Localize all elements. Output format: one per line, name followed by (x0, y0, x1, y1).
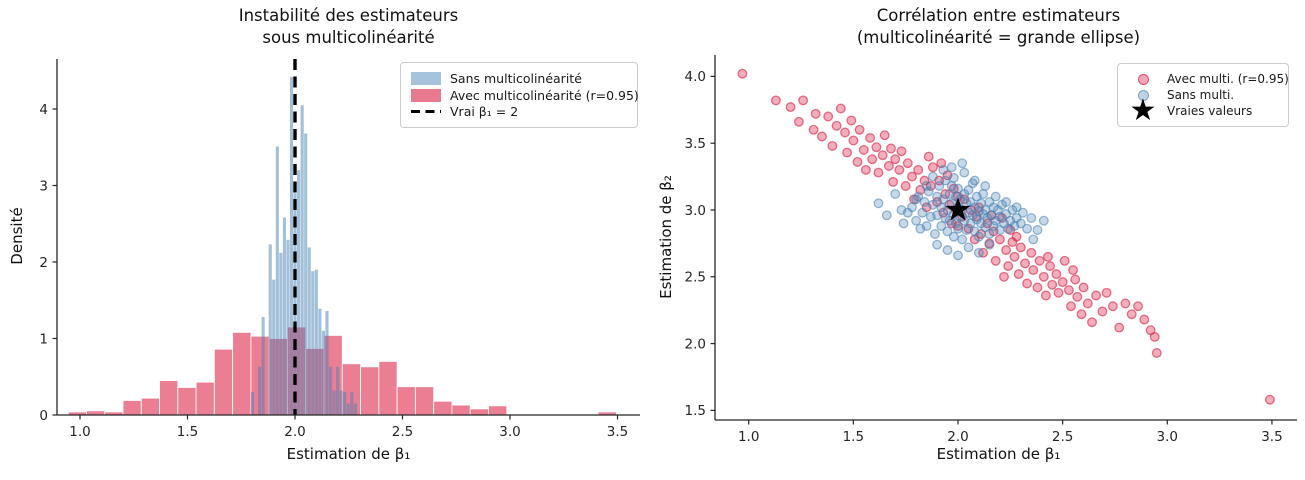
star-icon: ★ (1129, 92, 1157, 128)
svg-text:2.0: 2.0 (947, 429, 968, 445)
legend-label: Vrai β₁ = 2 (450, 104, 519, 120)
svg-text:2: 2 (39, 255, 48, 271)
blue-patch-icon (411, 71, 441, 85)
left-plot-xlabel: Estimation de β₁ (286, 445, 411, 463)
true-values-star-marker (945, 197, 971, 221)
left-plot-title-line1: Instabilité des estimateurs (238, 6, 459, 25)
svg-text:1.0: 1.0 (738, 429, 759, 445)
scatter-plot (737, 68, 1275, 405)
right-plot-xlabel: Estimation de β₁ (936, 445, 1061, 463)
svg-text:3.0: 3.0 (685, 203, 706, 219)
left-plot-title-line2: sous multicolinéarité (262, 28, 435, 47)
legend-item-avec-multicolinearite: Avec multicolinéarité (r=0.95) (411, 87, 639, 104)
svg-text:3.0: 3.0 (499, 424, 520, 440)
left-plot-ylabel: Densité (8, 207, 26, 265)
svg-text:1: 1 (39, 331, 48, 347)
legend-item-vrai-beta: Vrai β₁ = 2 (411, 103, 627, 120)
legend-label: Avec multi. (r=0.95) (1167, 72, 1289, 86)
svg-text:3.5: 3.5 (607, 424, 628, 440)
svg-text:2.0: 2.0 (685, 336, 706, 352)
svg-text:3.0: 3.0 (1157, 429, 1178, 445)
right-plot-title-line2: (multicolinéarité = grande ellipse) (856, 28, 1141, 47)
svg-text:2.0: 2.0 (284, 424, 305, 440)
right-plot-title-line1: Corrélation entre estimateurs (876, 6, 1121, 25)
svg-text:4.0: 4.0 (685, 69, 706, 85)
svg-text:1.0: 1.0 (69, 424, 90, 440)
legend-label: Vraies valeurs (1167, 104, 1253, 118)
legend-label: Avec multicolinéarité (r=0.95) (450, 87, 639, 103)
svg-text:1.5: 1.5 (177, 424, 198, 440)
scatter-sans-multi-points (873, 158, 1049, 261)
legend-label: Sans multicolinéarité (450, 70, 582, 86)
right-plot-ylabel: Estimation de β₂ (657, 175, 675, 299)
legend-item-avec-multi: Avec multi. (r=0.95) (1128, 71, 1289, 87)
svg-text:2.5: 2.5 (1052, 429, 1073, 445)
pink-dot-icon (1128, 73, 1158, 85)
scatter-axes: 1.0 1.5 2.0 2.5 3.0 3.5 1.5 2.0 2.5 3.0 3.5 4.0 (685, 55, 1297, 445)
legend-item-sans-multicolinearite: Sans multicolinéarité (411, 70, 627, 87)
legend-item-sans-multi: Sans multi. (1128, 87, 1278, 103)
legend-item-vraies-valeurs: ★ Vraies valeurs (1128, 92, 1278, 128)
legend-label: Sans multi. (1167, 88, 1235, 102)
pink-patch-icon (411, 88, 441, 102)
svg-text:1.5: 1.5 (685, 403, 706, 419)
blue-dot-icon (1128, 89, 1158, 101)
dashed-line-icon (411, 109, 441, 114)
svg-text:2.5: 2.5 (392, 424, 413, 440)
left-plot-title: Instabilité des estimateurs sous multico… (57, 5, 640, 49)
left-plot-legend: Sans multicolinéarité Avec multicolinéar… (400, 62, 639, 128)
svg-text:4: 4 (39, 102, 48, 118)
svg-text:3.5: 3.5 (1261, 429, 1282, 445)
right-plot-legend: Avec multi. (r=0.95) Sans multi. ★ Vraie… (1117, 63, 1289, 127)
histogram-axes: 1.0 1.5 2.0 2.5 3.0 3.5 0 1 2 3 4 (39, 59, 640, 440)
svg-text:2.5: 2.5 (685, 270, 706, 286)
svg-text:1.5: 1.5 (843, 429, 864, 445)
svg-text:0: 0 (39, 408, 48, 424)
svg-text:3: 3 (39, 178, 48, 194)
right-plot-title: Corrélation entre estimateurs (multicoli… (700, 5, 1297, 49)
svg-text:3.5: 3.5 (685, 136, 706, 152)
